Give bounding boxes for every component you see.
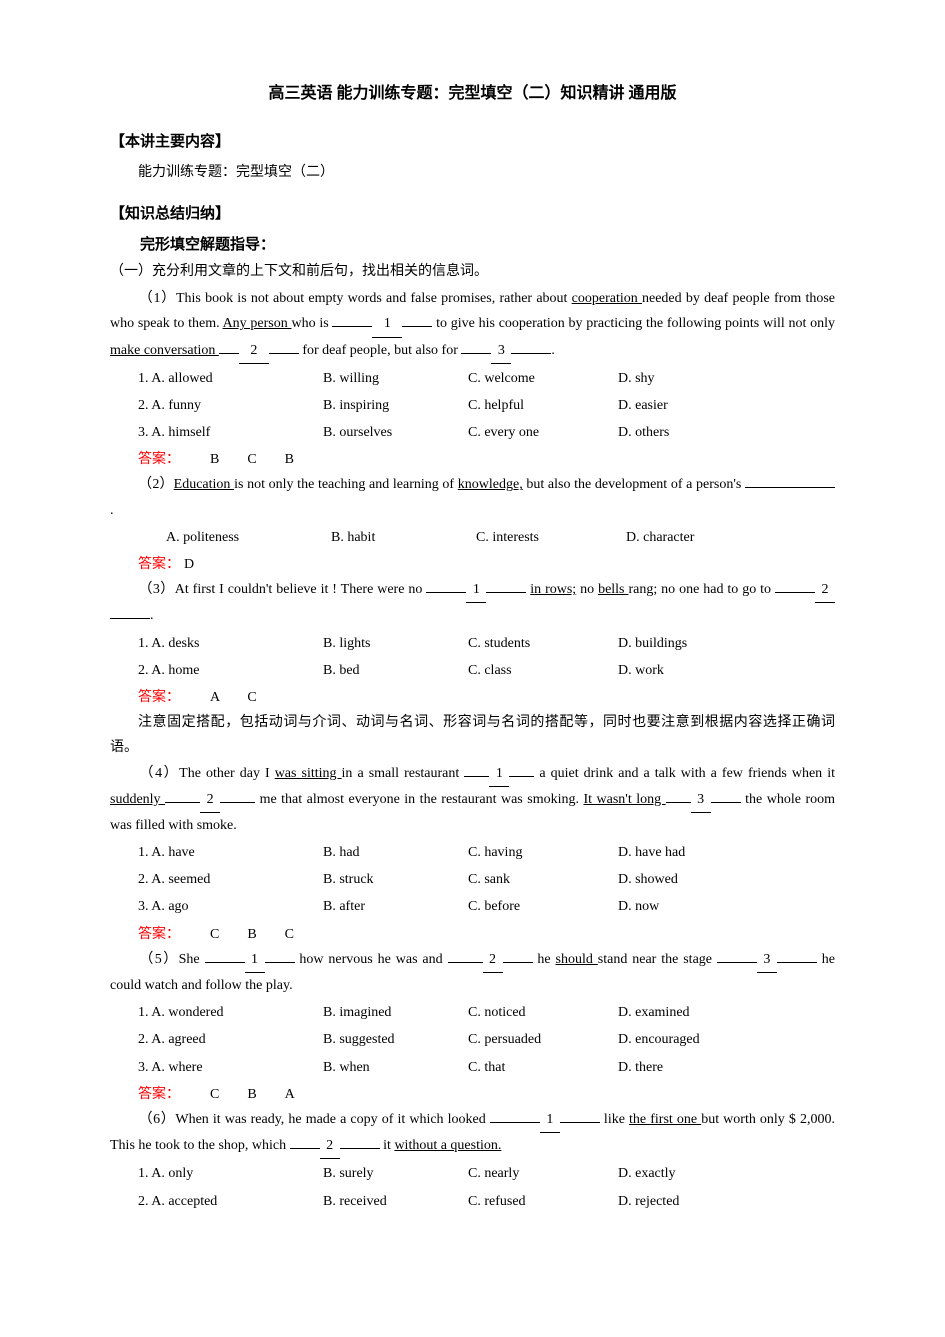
q3-opt2: 2. A. homeB. bedC. classD. work — [138, 658, 835, 683]
q4-answer: 答案：C B C — [138, 922, 835, 947]
q5-answer: 答案：C B A — [138, 1082, 835, 1107]
q3-note: 注意固定搭配，包括动词与介词、动词与名词、形容词与名词的搭配等，同时也要注意到根… — [110, 710, 835, 760]
q5-opt3: 3. A. whereB. whenC. thatD. there — [138, 1055, 835, 1080]
q1-text: （1）This book is not about empty words an… — [110, 286, 835, 364]
q4-opt1: 1. A. haveB. hadC. havingD. have had — [138, 840, 835, 865]
q2-opts: A. politenessB. habitC. interestsD. char… — [166, 525, 835, 550]
q6-text: （6）When it was ready, he made a copy of … — [110, 1107, 835, 1159]
q5-opt1: 1. A. wonderedB. imaginedC. noticedD. ex… — [138, 1000, 835, 1025]
section1-body: 能力训练专题：完型填空（二） — [110, 160, 835, 185]
q3-text: （3）At first I couldn't believe it ! Ther… — [110, 577, 835, 628]
q3-opt1: 1. A. desksB. lightsC. studentsD. buildi… — [138, 631, 835, 656]
q1-opt2: 2. A. funnyB. inspiringC. helpfulD. easi… — [138, 393, 835, 418]
q5-text: （5）She 1 how nervous he was and 2 he sho… — [110, 947, 835, 998]
q1-answer: 答案：B C B — [138, 447, 835, 472]
q4-text: （4）The other day I was sitting in a smal… — [110, 761, 835, 839]
section2-guide: （一）充分利用文章的上下文和前后句，找出相关的信息词。 — [110, 259, 835, 284]
q1-opt1: 1. A. allowedB. willingC. welcomeD. shy — [138, 366, 835, 391]
section2-subheading: 完形填空解题指导： — [110, 232, 835, 259]
q6-opt2: 2. A. acceptedB. receivedC. refusedD. re… — [138, 1189, 835, 1214]
q1-opt3: 3. A. himselfB. ourselvesC. every oneD. … — [138, 420, 835, 445]
q3-answer: 答案：A C — [138, 685, 835, 710]
page-title: 高三英语 能力训练专题：完型填空（二）知识精讲 通用版 — [110, 80, 835, 109]
section1-heading: 【本讲主要内容】 — [110, 129, 835, 156]
section2-heading: 【知识总结归纳】 — [110, 201, 835, 228]
q6-opt1: 1. A. onlyB. surelyC. nearlyD. exactly — [138, 1161, 835, 1186]
q4-opt3: 3. A. agoB. afterC. beforeD. now — [138, 894, 835, 919]
q4-opt2: 2. A. seemedB. struckC. sankD. showed — [138, 867, 835, 892]
q2-answer: 答案：D — [138, 552, 835, 577]
q5-opt2: 2. A. agreedB. suggestedC. persuadedD. e… — [138, 1027, 835, 1052]
q2-text: （2）Education is not only the teaching an… — [110, 472, 835, 522]
